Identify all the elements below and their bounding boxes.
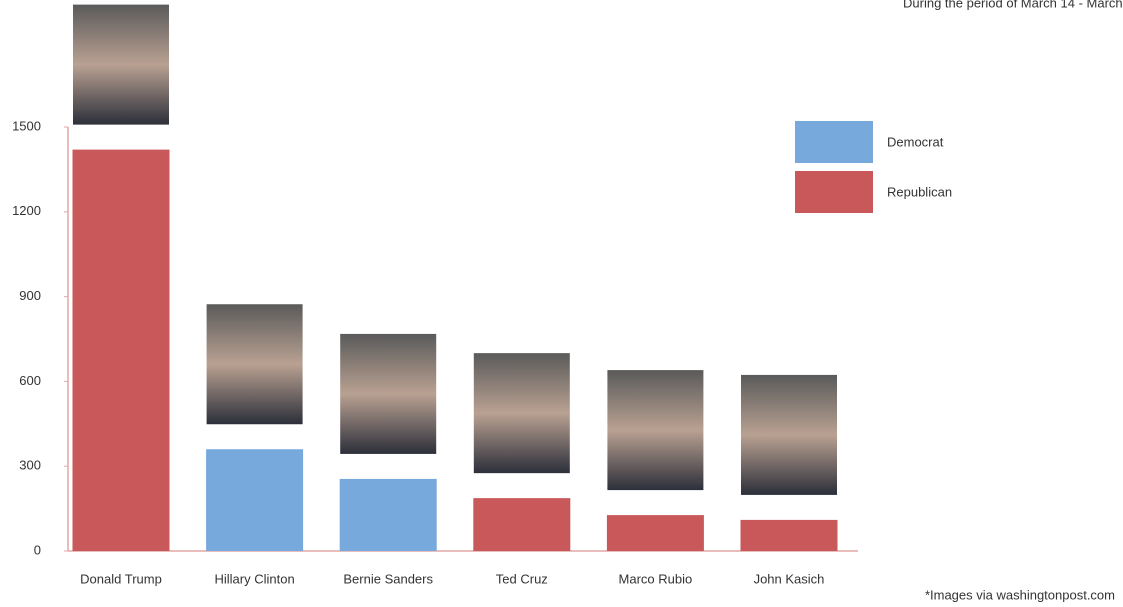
candidate-photo xyxy=(607,370,704,491)
x-tick-label: Hillary Clinton xyxy=(214,571,294,586)
x-tick-label: Donald Trump xyxy=(80,571,162,586)
y-tick-label: 0 xyxy=(34,542,41,557)
y-tick-label: 1500 xyxy=(12,118,41,133)
x-tick-label: Bernie Sanders xyxy=(343,571,433,586)
y-tick-label: 1200 xyxy=(12,203,41,218)
legend-label: Democrat xyxy=(887,134,944,149)
legend-swatch xyxy=(795,121,873,163)
y-tick-label: 900 xyxy=(19,288,41,303)
bar xyxy=(339,478,437,551)
x-tick-label: John Kasich xyxy=(754,571,825,586)
legend-label: Republican xyxy=(887,184,952,199)
subtitle: During the period of March 14 - March 23 xyxy=(903,0,1123,10)
footnote: *Images via washingtonpost.com xyxy=(925,587,1115,602)
candidate-photo xyxy=(340,333,437,454)
x-tick-label: Marco Rubio xyxy=(619,571,693,586)
legend-swatch xyxy=(795,171,873,213)
y-tick-label: 600 xyxy=(19,373,41,388)
bar xyxy=(740,519,838,551)
candidate-photo xyxy=(473,353,570,474)
candidate-photo xyxy=(73,4,169,125)
x-tick-label: Ted Cruz xyxy=(496,571,548,586)
bar xyxy=(72,149,170,551)
bar xyxy=(206,449,304,551)
bar xyxy=(473,498,571,551)
candidate-photo xyxy=(206,304,303,425)
candidate-photo xyxy=(741,374,837,495)
y-tick-label: 300 xyxy=(19,458,41,473)
bar xyxy=(606,515,704,551)
